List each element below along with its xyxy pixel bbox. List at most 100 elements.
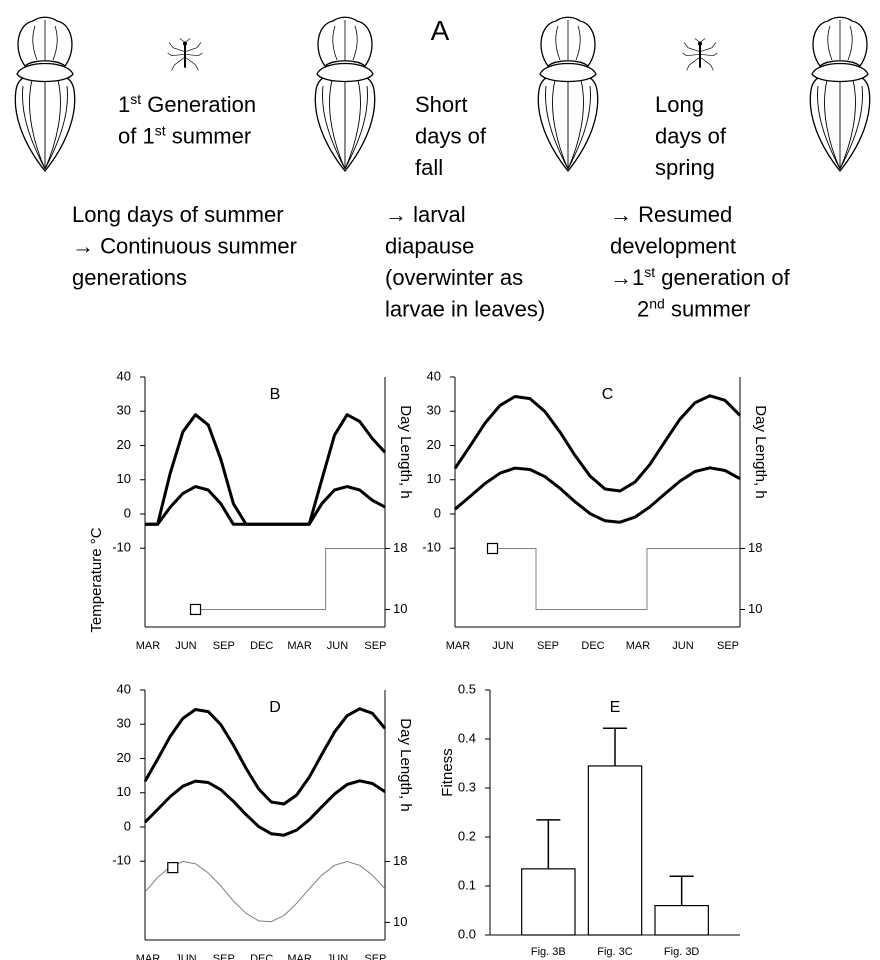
caption-line: 2nd summer (637, 296, 750, 322)
superscript: st (130, 91, 141, 107)
y-tick-label: 0.4 (458, 730, 476, 745)
caption-line: spring (655, 155, 715, 180)
y-tick-label: 40 (427, 368, 441, 383)
pitcher-plant (809, 16, 871, 172)
y-tick-label: 0.2 (458, 828, 476, 843)
temperature-line (143, 779, 386, 837)
x-tick-label: JUN (492, 640, 513, 652)
start-marker (189, 603, 202, 616)
superscript: st (644, 264, 655, 280)
y2-tick-label: 10 (393, 914, 407, 929)
x-tick-label: Fig. 3D (664, 946, 700, 958)
y-tick-label: 0 (124, 505, 131, 520)
x-tick-label: MAR (136, 640, 161, 652)
y-tick-label: 0 (434, 505, 441, 520)
caption-line: Short (415, 92, 468, 117)
y-tick-label: 30 (117, 403, 131, 418)
bar (654, 904, 709, 936)
start-marker (486, 542, 499, 555)
panel-title: E (610, 699, 621, 716)
caption-line: development (610, 234, 736, 259)
mosquito (681, 38, 719, 72)
caption-line: (overwinter as (385, 265, 523, 290)
day-length-line (492, 548, 740, 610)
caption-line: larvae in leaves) (385, 297, 545, 322)
temperature-line (145, 413, 387, 526)
x-tick-label: SEP (717, 640, 739, 652)
y2-tick-label: 18 (393, 853, 407, 868)
y-tick-label: -10 (112, 540, 131, 555)
x-tick-label: JUN (175, 640, 196, 652)
y-tick-label: 10 (117, 471, 131, 486)
caption-line: → Resumed (610, 202, 732, 227)
x-tick-label: JUN (672, 640, 693, 652)
pitcher-plant (14, 16, 76, 172)
x-tick-label: Fig. 3C (597, 946, 633, 958)
caption-line: generations (72, 265, 187, 290)
temperature-line (453, 394, 742, 493)
caption-text: →1 (610, 265, 644, 290)
caption-line: Long days of summer (72, 202, 284, 227)
y-tick-label: -10 (112, 853, 131, 868)
temperature-line (145, 485, 386, 526)
caption-line: → Continuous summer (72, 234, 297, 259)
temperature-line (454, 466, 741, 524)
x-tick-label: SEP (213, 953, 235, 960)
panel-a-title: A (431, 15, 450, 46)
y-tick-label: 30 (117, 716, 131, 731)
y-tick-label: 20 (117, 750, 131, 765)
mosquito (166, 38, 204, 72)
y-tick-label: 0.1 (458, 877, 476, 892)
y-tick-label: 40 (117, 681, 131, 696)
panel-title: C (602, 386, 614, 403)
y-tick-label: 20 (117, 437, 131, 452)
x-tick-label: DEC (250, 640, 273, 652)
y-tick-label: 10 (117, 784, 131, 799)
y-tick-label: 0.5 (458, 681, 476, 696)
y-tick-label: 20 (427, 437, 441, 452)
caption-line: → larval (385, 202, 466, 227)
caption-text: 1 (118, 92, 130, 117)
caption-line: fall (415, 155, 443, 180)
panel-title: D (269, 699, 281, 716)
x-tick-label: MAR (287, 953, 312, 960)
caption-text: generation of (655, 265, 790, 290)
temperature-line (143, 707, 387, 806)
start-marker (167, 861, 179, 874)
y-tick-label: -10 (422, 540, 441, 555)
x-tick-label: MAR (287, 640, 312, 652)
panel-title: B (270, 386, 281, 403)
x-tick-label: SEP (364, 640, 386, 652)
y-tick-label: 0.0 (458, 926, 476, 941)
x-tick-label: SEP (537, 640, 559, 652)
caption-line: of 1st summer (118, 123, 251, 149)
y-axis-label: Fitness (439, 748, 456, 796)
x-tick-label: Fig. 3B (531, 946, 566, 958)
x-tick-label: JUN (327, 953, 348, 960)
y2-tick-label: 18 (748, 540, 762, 555)
caption-text: 2 (637, 297, 649, 322)
y-tick-label: 0.3 (458, 779, 476, 794)
bar (521, 868, 576, 936)
x-tick-label: JUN (175, 953, 196, 960)
caption-text: summer (166, 124, 252, 149)
caption-line: days of (415, 124, 487, 149)
caption-line: 1st Generation (118, 91, 256, 117)
caption-line: Long (655, 92, 704, 117)
pitcher-plant (314, 16, 376, 172)
y-tick-label: 0 (124, 818, 131, 833)
y-tick-label: 30 (427, 403, 441, 418)
superscript: st (155, 123, 166, 139)
caption-text: summer (665, 297, 751, 322)
y-tick-label: 40 (117, 368, 131, 383)
x-tick-label: JUN (327, 640, 348, 652)
caption-line: →1st generation of (610, 264, 791, 290)
x-tick-label: MAR (136, 953, 161, 960)
x-tick-label: MAR (446, 640, 471, 652)
x-tick-label: DEC (581, 640, 604, 652)
caption-text: of 1 (118, 124, 155, 149)
day-length-line (195, 548, 385, 610)
bar (587, 765, 643, 936)
y2-tick-label: 10 (393, 601, 407, 616)
y2-axis-label: Day Length, h (397, 405, 414, 498)
